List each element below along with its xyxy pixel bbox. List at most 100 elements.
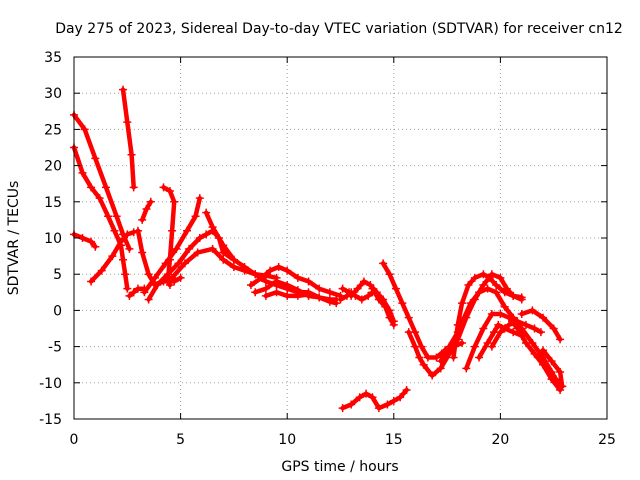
- data-point: [144, 270, 153, 279]
- data-point: [496, 273, 505, 282]
- data-point: [558, 382, 567, 391]
- data-point: [383, 400, 392, 409]
- data-point: [123, 230, 132, 239]
- data-point: [479, 281, 488, 290]
- data-point: [80, 125, 89, 134]
- data-point: [78, 168, 87, 177]
- x-tick-label: 0: [70, 432, 79, 448]
- x-axis-label: GPS time / hours: [281, 459, 398, 475]
- data-point: [391, 284, 400, 293]
- data-point: [462, 364, 471, 373]
- data-point: [338, 284, 347, 293]
- data-point: [240, 262, 249, 271]
- data-point: [172, 244, 181, 253]
- data-point: [487, 342, 496, 351]
- data-point: [479, 270, 488, 279]
- data-point: [125, 244, 134, 253]
- markers-arc-2: [70, 143, 132, 293]
- data-point: [123, 118, 132, 127]
- y-tick-label: 20: [44, 159, 62, 175]
- data-point: [304, 277, 313, 286]
- data-point: [138, 215, 147, 224]
- data-point: [87, 277, 96, 286]
- data-point: [347, 400, 356, 409]
- data-point: [91, 154, 100, 163]
- data-point: [415, 353, 424, 362]
- data-point: [556, 367, 565, 376]
- data-point: [246, 281, 255, 290]
- data-point: [142, 205, 151, 214]
- data-point: [315, 284, 324, 293]
- markers-arc-25: [462, 310, 565, 395]
- data-point: [517, 310, 526, 319]
- markers-arc-4: [87, 228, 138, 286]
- series-arc-18: [340, 279, 397, 324]
- data-point: [251, 288, 260, 297]
- data-point: [504, 313, 513, 322]
- data-point: [362, 389, 371, 398]
- data-point: [159, 183, 168, 192]
- data-point: [129, 183, 138, 192]
- data-point: [151, 273, 160, 282]
- data-point: [168, 273, 177, 282]
- data-point: [219, 241, 228, 250]
- markers-arc-26: [487, 317, 545, 351]
- data-point: [385, 270, 394, 279]
- data-point: [364, 291, 373, 300]
- x-tick-label: 20: [491, 432, 509, 448]
- data-point: [423, 353, 432, 362]
- y-tick-label: 10: [44, 231, 62, 247]
- series-arc-1: [71, 112, 132, 252]
- markers-arc-23: [449, 270, 526, 362]
- data-point: [385, 313, 394, 322]
- data-point: [95, 194, 104, 203]
- x-tick-label: 5: [176, 432, 185, 448]
- data-point: [487, 310, 496, 319]
- data-point: [483, 284, 492, 293]
- data-point: [521, 338, 530, 347]
- data-point: [398, 299, 407, 308]
- data-point: [470, 273, 479, 282]
- data-point: [419, 360, 428, 369]
- data-point: [125, 291, 134, 300]
- data-point: [325, 288, 334, 297]
- data-point: [374, 295, 383, 304]
- data-point: [513, 317, 522, 326]
- data-point: [87, 237, 96, 246]
- data-point: [556, 335, 565, 344]
- data-point: [549, 324, 558, 333]
- data-point: [193, 248, 202, 257]
- data-point: [97, 266, 106, 275]
- data-point: [104, 212, 113, 221]
- data-point: [445, 342, 454, 351]
- data-point: [261, 277, 270, 286]
- markers-arc-27: [475, 320, 526, 362]
- markers-arc-5: [119, 85, 138, 192]
- data-point: [208, 223, 217, 232]
- markers-arc-8: [138, 197, 155, 224]
- data-point: [547, 357, 556, 366]
- data-point: [293, 273, 302, 282]
- data-point: [396, 393, 405, 402]
- grid: [74, 57, 607, 419]
- data-point: [347, 291, 356, 300]
- data-point: [517, 331, 526, 340]
- y-tick-label: 35: [44, 50, 62, 66]
- markers-arc-28: [517, 306, 565, 344]
- markers-arc-20: [368, 284, 398, 329]
- data-point: [500, 288, 509, 297]
- data-series: [70, 85, 567, 413]
- data-point: [195, 194, 204, 203]
- data-point: [123, 284, 132, 293]
- data-point: [185, 244, 194, 253]
- data-point: [229, 262, 238, 271]
- data-point: [458, 299, 467, 308]
- data-point: [381, 302, 390, 311]
- x-tick-labels: 0 5 10 15 20 25: [70, 432, 616, 448]
- data-point: [479, 324, 488, 333]
- data-point: [436, 364, 445, 373]
- data-point: [539, 313, 548, 322]
- chart-title: Day 275 of 2023, Sidereal Day-to-day VTE…: [55, 21, 623, 37]
- series-arc-5: [120, 87, 136, 190]
